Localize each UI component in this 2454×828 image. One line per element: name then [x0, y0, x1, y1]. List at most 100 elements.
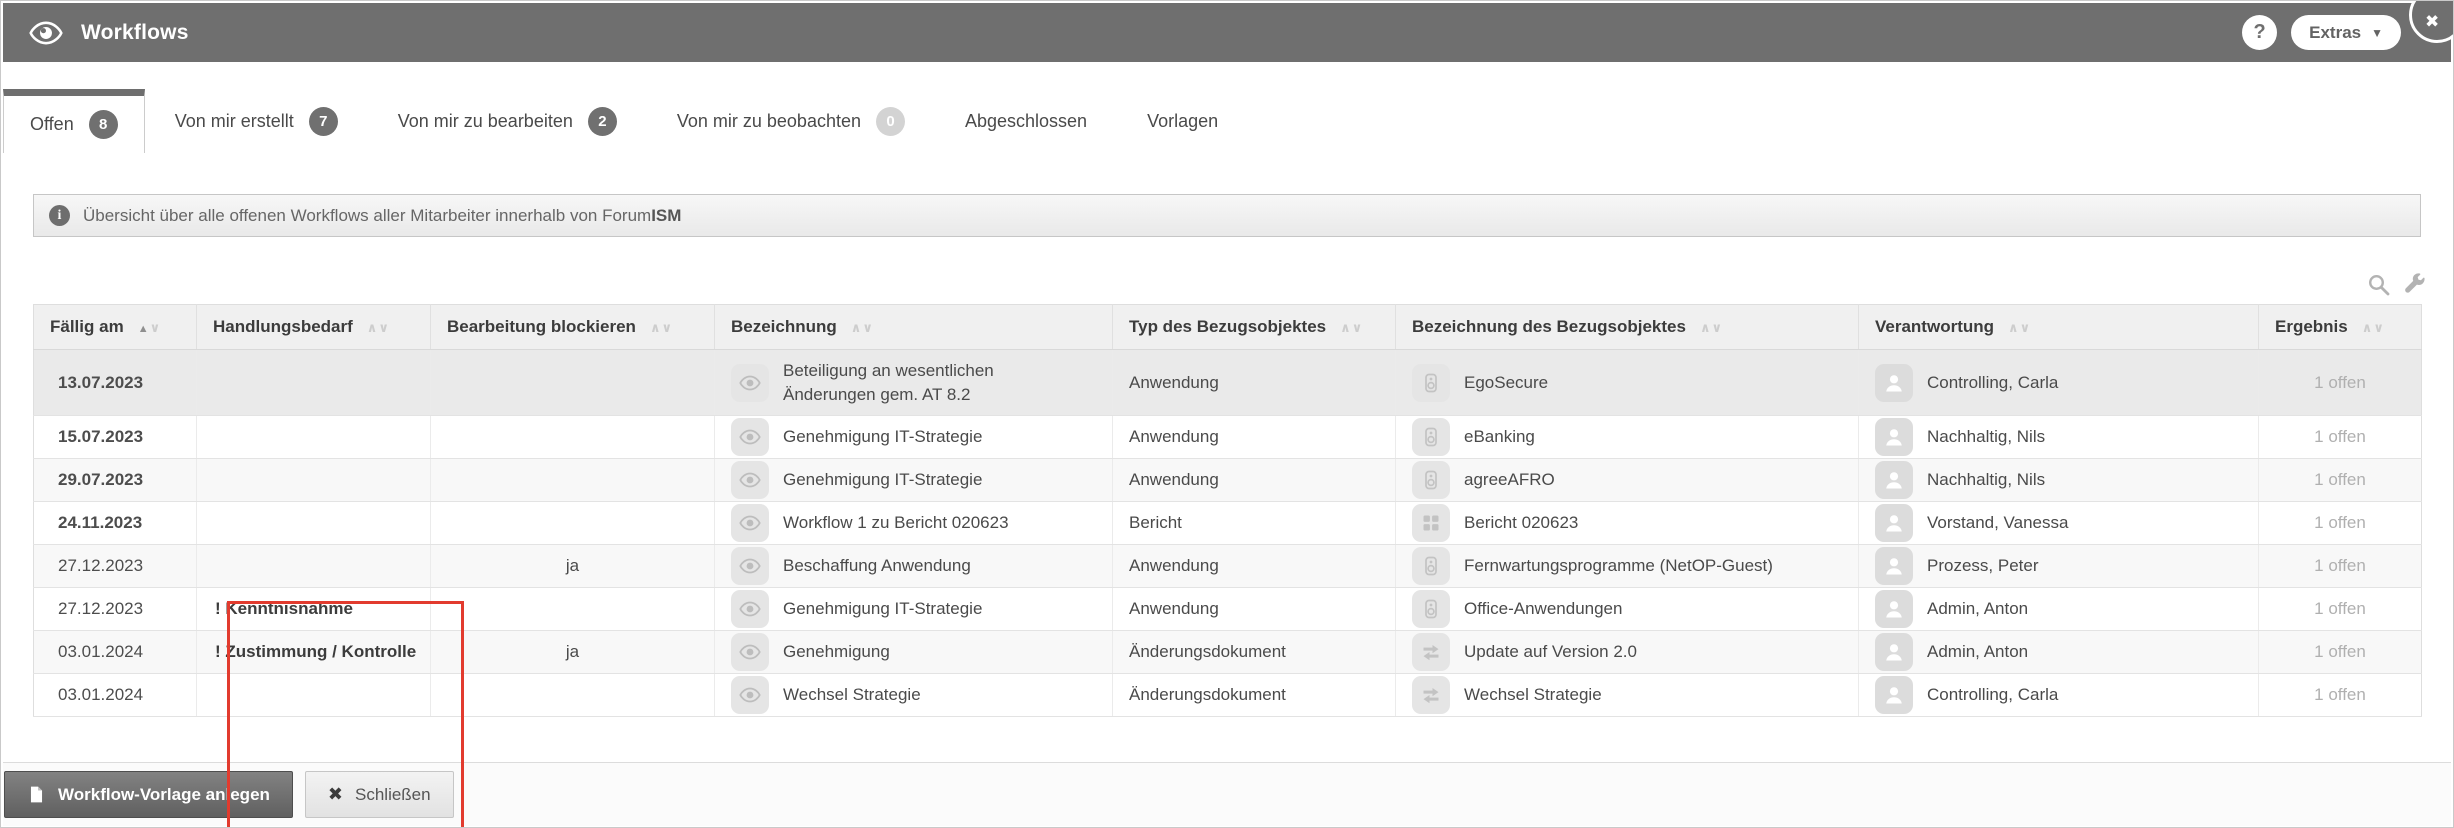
- application-icon: [1412, 418, 1450, 456]
- view-eye-icon[interactable]: [731, 504, 769, 542]
- column-header-typ-des-bezugsobjektes[interactable]: Typ des Bezugsobjektes ∧∨: [1112, 304, 1396, 350]
- table-body: 13.07.2023 Beteiligung an wesentlichen Än…: [33, 349, 2422, 717]
- cell-bezeichnung: Beschaffung Anwendung: [714, 544, 1113, 588]
- cell-bearbeitung-blockieren: [430, 458, 715, 502]
- table-row[interactable]: 27.12.2023 ja Beschaffung Anwendung Anwendu…: [33, 544, 2422, 588]
- cell-bezugsobjekt: Fernwartungsprogramme (NetOP-Guest): [1395, 544, 1859, 588]
- tab-vorlagen[interactable]: Vorlagen: [1117, 89, 1248, 153]
- view-eye-icon[interactable]: [731, 676, 769, 714]
- column-header-verantwortung[interactable]: Verantwortung ∧∨: [1858, 304, 2259, 350]
- cell-ergebnis: 1 offen: [2258, 630, 2422, 674]
- column-header-bearbeitung-blockieren[interactable]: Bearbeitung blockieren ∧∨: [430, 304, 715, 350]
- tab-label: Von mir zu bearbeiten: [397, 110, 573, 131]
- table-row[interactable]: 27.12.2023! Kenntnisnahme Genehmigung IT-…: [33, 587, 2422, 631]
- table-row[interactable]: 03.01.2024! Zustimmung / Kontrolle ja Gene…: [33, 630, 2422, 674]
- cell-bezeichnung: Wechsel Strategie: [714, 673, 1113, 717]
- view-eye-icon[interactable]: [731, 363, 769, 402]
- cell-bezeichnung: Workflow 1 zu Bericht 020623: [714, 501, 1113, 545]
- cell-text: Genehmigung: [783, 642, 890, 661]
- column-header-bezeichnung[interactable]: Bezeichnung ∧∨: [714, 304, 1113, 350]
- cell-bearbeitung-blockieren: [430, 673, 715, 717]
- tab-label: Abgeschlossen: [964, 110, 1088, 131]
- person-icon: [1875, 633, 1913, 671]
- cell-verantwortung: Nachhaltig, Nils: [1858, 458, 2259, 502]
- workflow-vorlage-anlegen-button[interactable]: Workflow-Vorlage anlegen: [4, 771, 293, 818]
- cell-faellig-am: 03.01.2024: [33, 630, 197, 674]
- cell-verantwortung: Nachhaltig, Nils: [1858, 415, 2259, 459]
- table-row[interactable]: 29.07.2023 Genehmigung IT-Strategie Anwend…: [33, 458, 2422, 502]
- cell-typ-des-bezugsobjektes: Änderungsdokument: [1112, 630, 1396, 674]
- tab-offen[interactable]: Offen 8: [3, 89, 145, 153]
- cell-verantwortung: Admin, Anton: [1858, 587, 2259, 631]
- cell-bezugsobjekt: Update auf Version 2.0: [1395, 630, 1859, 674]
- tab-von-mir-erstellt[interactable]: Von mir erstellt 7: [145, 89, 368, 153]
- cell-bezugsobjekt: EgoSecure: [1395, 349, 1859, 416]
- tab-count-badge: 7: [308, 106, 338, 136]
- person-icon: [1875, 676, 1913, 714]
- column-header-label: Typ des Bezugsobjektes: [1129, 317, 1327, 336]
- cell-handlungsbedarf: [196, 501, 431, 545]
- cell-faellig-am: 27.12.2023: [33, 587, 197, 631]
- table-row[interactable]: 15.07.2023 Genehmigung IT-Strategie Anwend…: [33, 415, 2422, 459]
- cell-text: Bericht 020623: [1464, 513, 1579, 532]
- cell-text: Office-Anwendungen: [1464, 599, 1623, 618]
- table-row[interactable]: 03.01.2024 Wechsel Strategie Änderungsdoku…: [33, 673, 2422, 717]
- extras-button[interactable]: Extras ▼: [2291, 15, 2401, 50]
- cell-text: Nachhaltig, Nils: [1927, 427, 2046, 446]
- column-header-label: Bezeichnung: [731, 317, 837, 336]
- wrench-icon[interactable]: [2403, 273, 2427, 297]
- table-row[interactable]: 24.11.2023 Workflow 1 zu Bericht 020623 Be…: [33, 501, 2422, 545]
- sort-icon: ∧∨: [2008, 320, 2032, 335]
- tab-abgeschlossen[interactable]: Abgeschlossen: [935, 89, 1117, 153]
- table-row[interactable]: 13.07.2023 Beteiligung an wesentlichen Än…: [33, 349, 2422, 416]
- sort-asc-icon: ▲∨: [137, 320, 162, 335]
- new-document-icon: [27, 785, 46, 804]
- table-header-row: Fällig am ▲∨ Handlungsbedarf ∧∨ Bearbeitung …: [33, 304, 2422, 350]
- view-eye-icon[interactable]: [731, 633, 769, 671]
- cell-handlungsbedarf: [196, 544, 431, 588]
- person-icon: [1875, 461, 1913, 499]
- info-bar: i Übersicht über alle offenen Workflows …: [33, 194, 2421, 237]
- cell-ergebnis: 1 offen: [2258, 544, 2422, 588]
- cell-bearbeitung-blockieren: ja: [430, 630, 715, 674]
- cell-text: Update auf Version 2.0: [1464, 642, 1637, 661]
- view-eye-icon[interactable]: [731, 418, 769, 456]
- workflow-eye-icon: [29, 21, 63, 44]
- workflow-table-zone: Fällig am ▲∨ Handlungsbedarf ∧∨ Bearbeitung …: [33, 304, 2422, 827]
- tab-label: Von mir erstellt: [174, 110, 294, 131]
- cell-text: eBanking: [1464, 427, 1535, 446]
- search-icon[interactable]: [2367, 273, 2391, 297]
- tab-count-badge: 2: [587, 106, 617, 136]
- change-document-icon: [1412, 676, 1450, 714]
- application-icon: [1412, 547, 1450, 585]
- view-eye-icon[interactable]: [731, 547, 769, 585]
- cell-text: Workflow 1 zu Bericht 020623: [783, 513, 1009, 532]
- cell-verantwortung: Prozess, Peter: [1858, 544, 2259, 588]
- title-bar: Workflows ? Extras ▼ ✖: [3, 1, 2453, 62]
- schließen-button[interactable]: ✖ Schließen: [304, 771, 454, 818]
- cell-typ-des-bezugsobjektes: Anwendung: [1112, 415, 1396, 459]
- cell-bezugsobjekt: eBanking: [1395, 415, 1859, 459]
- cell-text: Genehmigung IT-Strategie: [783, 599, 983, 618]
- cell-text: Admin, Anton: [1927, 642, 2029, 661]
- close-window-button[interactable]: ✖: [2409, 1, 2453, 43]
- column-header-label: Fällig am: [50, 317, 124, 336]
- tab-von-mir-zu-bearbeiten[interactable]: Von mir zu bearbeiten 2: [368, 89, 647, 153]
- view-eye-icon[interactable]: [731, 590, 769, 628]
- sort-icon: ∧∨: [649, 320, 674, 335]
- application-icon: [1412, 590, 1450, 628]
- cell-text: Wechsel Strategie: [783, 685, 921, 704]
- help-button[interactable]: ?: [2242, 15, 2278, 50]
- column-header-ergebnis[interactable]: Ergebnis ∧∨: [2258, 304, 2422, 350]
- cell-verantwortung: Controlling, Carla: [1858, 349, 2259, 416]
- sort-icon: ∧∨: [2361, 320, 2385, 335]
- view-eye-icon[interactable]: [731, 461, 769, 499]
- column-header-handlungsbedarf[interactable]: Handlungsbedarf ∧∨: [196, 304, 431, 350]
- cell-bezugsobjekt: Office-Anwendungen: [1395, 587, 1859, 631]
- tab-von-mir-zu-beobachten[interactable]: Von mir zu beobachten 0: [647, 89, 935, 153]
- column-header-fällig-am[interactable]: Fällig am ▲∨: [33, 304, 197, 350]
- cell-bezeichnung: Beteiligung an wesentlichen Änderungen g…: [714, 349, 1113, 416]
- cell-bezugsobjekt: Wechsel Strategie: [1395, 673, 1859, 717]
- column-header-bezeichnung-des-bezugsobjektes[interactable]: Bezeichnung des Bezugsobjektes ∧∨: [1395, 304, 1859, 350]
- cell-text: Genehmigung IT-Strategie: [783, 427, 983, 446]
